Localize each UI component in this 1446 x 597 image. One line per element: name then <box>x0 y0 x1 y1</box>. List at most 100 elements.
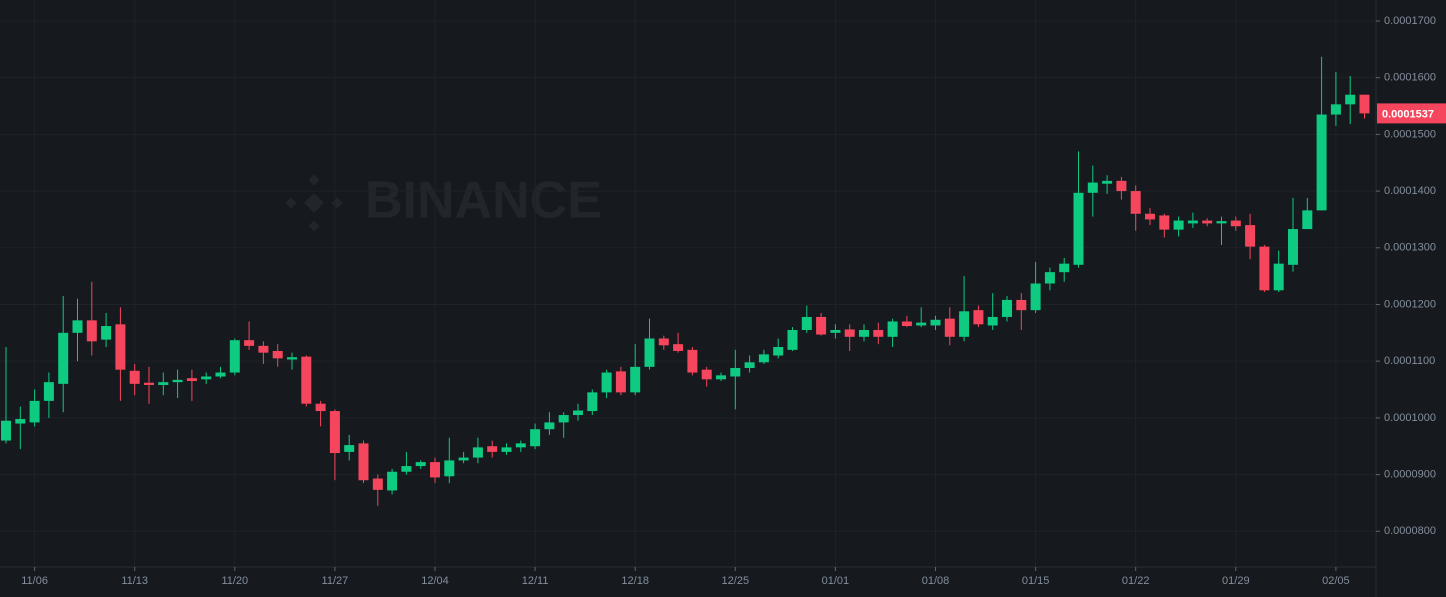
y-tick-label: 0.0001500 <box>1384 128 1436 140</box>
candle-body <box>830 329 841 333</box>
candle-body <box>973 310 984 325</box>
y-tick-label: 0.0001200 <box>1384 298 1436 310</box>
candle-body <box>873 329 884 337</box>
y-tick-label: 0.0001300 <box>1384 242 1436 254</box>
candle-body <box>344 445 355 452</box>
candle-body <box>1330 104 1341 115</box>
candle-body <box>1230 220 1241 227</box>
candle-body <box>287 357 297 360</box>
candle-body <box>1102 180 1113 184</box>
candle-body <box>844 329 855 337</box>
candle-body <box>15 419 26 424</box>
candle-body <box>658 338 669 346</box>
candle-body <box>458 457 469 461</box>
candle-body <box>573 410 583 416</box>
candle-body <box>301 356 312 404</box>
candle-body <box>487 446 498 452</box>
candle-body <box>944 318 955 337</box>
y-tick-label: 0.0000800 <box>1384 525 1436 537</box>
candle-body <box>687 349 698 373</box>
candle-body <box>1016 299 1027 311</box>
candle-body <box>101 326 112 340</box>
candle-body <box>515 443 526 448</box>
candle-body <box>987 316 998 326</box>
candle-body <box>773 347 784 356</box>
candle-body <box>329 411 340 454</box>
x-tick-label: 01/08 <box>922 575 950 587</box>
candle-body <box>1288 229 1298 265</box>
candle-body <box>172 379 183 383</box>
x-tick-label: 12/11 <box>522 575 549 587</box>
candle-body <box>430 462 440 478</box>
candle-body <box>229 340 240 373</box>
x-tick-label: 11/06 <box>21 575 48 587</box>
x-tick-label: 12/04 <box>421 575 449 587</box>
candle-body <box>601 372 612 393</box>
candle-body <box>43 382 54 401</box>
candle-body <box>901 321 912 327</box>
candle-body <box>315 403 326 412</box>
y-tick-label: 0.0001100 <box>1384 355 1435 367</box>
candle-body <box>258 345 269 353</box>
candle-body <box>401 466 412 472</box>
candle-body <box>1159 215 1170 230</box>
candle-body <box>358 443 369 481</box>
last-price-label: 0.0001537 <box>1382 108 1434 120</box>
candle-body <box>472 447 483 458</box>
candle-body <box>1273 263 1284 291</box>
candle-body <box>758 354 769 363</box>
candle-body <box>86 320 97 342</box>
candle-body <box>1173 220 1184 230</box>
candle-body <box>1130 191 1141 214</box>
candle-body <box>716 375 726 380</box>
candle-body <box>615 371 626 393</box>
candle-body <box>1216 221 1227 224</box>
x-tick-label: 11/20 <box>221 575 248 587</box>
candle-body <box>215 372 226 377</box>
x-tick-label: 01/29 <box>1222 575 1250 587</box>
candle-body <box>58 332 69 384</box>
candle-body <box>1359 94 1370 114</box>
y-tick-label: 0.0001700 <box>1384 15 1436 27</box>
candle-body <box>1044 272 1055 284</box>
candle-body <box>916 322 927 326</box>
candle-body <box>1302 210 1313 230</box>
candle-body <box>201 376 212 380</box>
candle-body <box>701 369 712 380</box>
candle-body <box>558 415 569 423</box>
watermark: BINANCE <box>365 172 602 230</box>
candle-body <box>444 460 455 477</box>
candle-body <box>272 350 283 359</box>
candle-body <box>415 462 426 467</box>
candle-body <box>1059 263 1070 273</box>
candle-body <box>744 362 755 368</box>
candle-body <box>372 478 383 490</box>
candle-body <box>730 367 741 377</box>
candle-body <box>244 340 255 346</box>
candle-body <box>630 366 641 393</box>
candle-body <box>930 319 941 326</box>
y-tick-label: 0.0001000 <box>1384 412 1436 424</box>
x-tick-label: 02/05 <box>1322 575 1350 587</box>
x-tick-label: 11/13 <box>121 575 148 587</box>
y-tick-label: 0.0000900 <box>1384 468 1436 480</box>
x-tick-label: 01/22 <box>1122 575 1150 587</box>
candle-body <box>144 382 154 385</box>
candle-body <box>644 338 655 367</box>
x-tick-label: 12/18 <box>621 575 649 587</box>
candle-body <box>544 422 555 430</box>
x-tick-label: 01/01 <box>822 575 850 587</box>
candle-body <box>186 378 197 382</box>
candle-body <box>1187 220 1198 224</box>
candle-body <box>29 400 40 423</box>
candle-body <box>72 320 83 333</box>
candle-body <box>1116 180 1127 192</box>
candle-body <box>959 311 970 337</box>
candle-body <box>501 447 512 452</box>
y-tick-label: 0.0001400 <box>1384 185 1436 197</box>
candle-body <box>1316 114 1327 211</box>
candle-body <box>1087 182 1098 193</box>
candle-body <box>1073 192 1084 265</box>
